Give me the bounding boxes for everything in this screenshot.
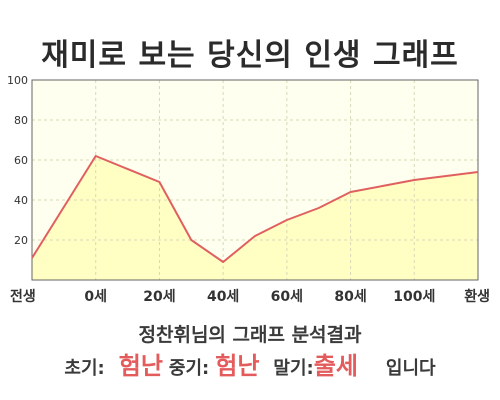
- x-tick-label: 0세: [84, 289, 107, 305]
- x-tick-label: 전생: [10, 288, 36, 305]
- x-tick-label: 80세: [334, 289, 366, 305]
- y-tick-label: 40: [14, 194, 28, 207]
- x-tick-label: 환생: [464, 288, 490, 305]
- late-label: 말기:: [273, 358, 314, 379]
- page-title: 재미로 보는 당신의 인생 그래프: [41, 38, 459, 73]
- early-label: 초기:: [64, 358, 105, 379]
- summary-ending: 입니다: [385, 358, 436, 379]
- y-tick-label: 80: [14, 114, 28, 127]
- y-tick-label: 100: [7, 74, 28, 87]
- plot-frame: [31, 79, 479, 281]
- series-area: [32, 156, 478, 280]
- y-tick-label: 60: [14, 154, 28, 167]
- analysis-subtitle: 정찬휘님의 그래프 분석결과: [138, 324, 362, 346]
- x-tick-label: 60세: [271, 289, 303, 305]
- late-value: 출세: [313, 352, 358, 380]
- analysis-summary: 초기: 험난 중기: 험난 말기:출세 입니다: [0, 346, 500, 381]
- series-line: [31, 155, 479, 263]
- x-tick-label: 40세: [207, 289, 239, 305]
- x-tick-label: 20세: [143, 289, 175, 305]
- mid-value: 험난: [215, 352, 260, 380]
- y-tick-label: 20: [14, 234, 28, 247]
- early-value: 험난: [118, 352, 163, 380]
- mid-label: 중기:: [168, 358, 210, 379]
- x-tick-label: 100세: [393, 289, 435, 305]
